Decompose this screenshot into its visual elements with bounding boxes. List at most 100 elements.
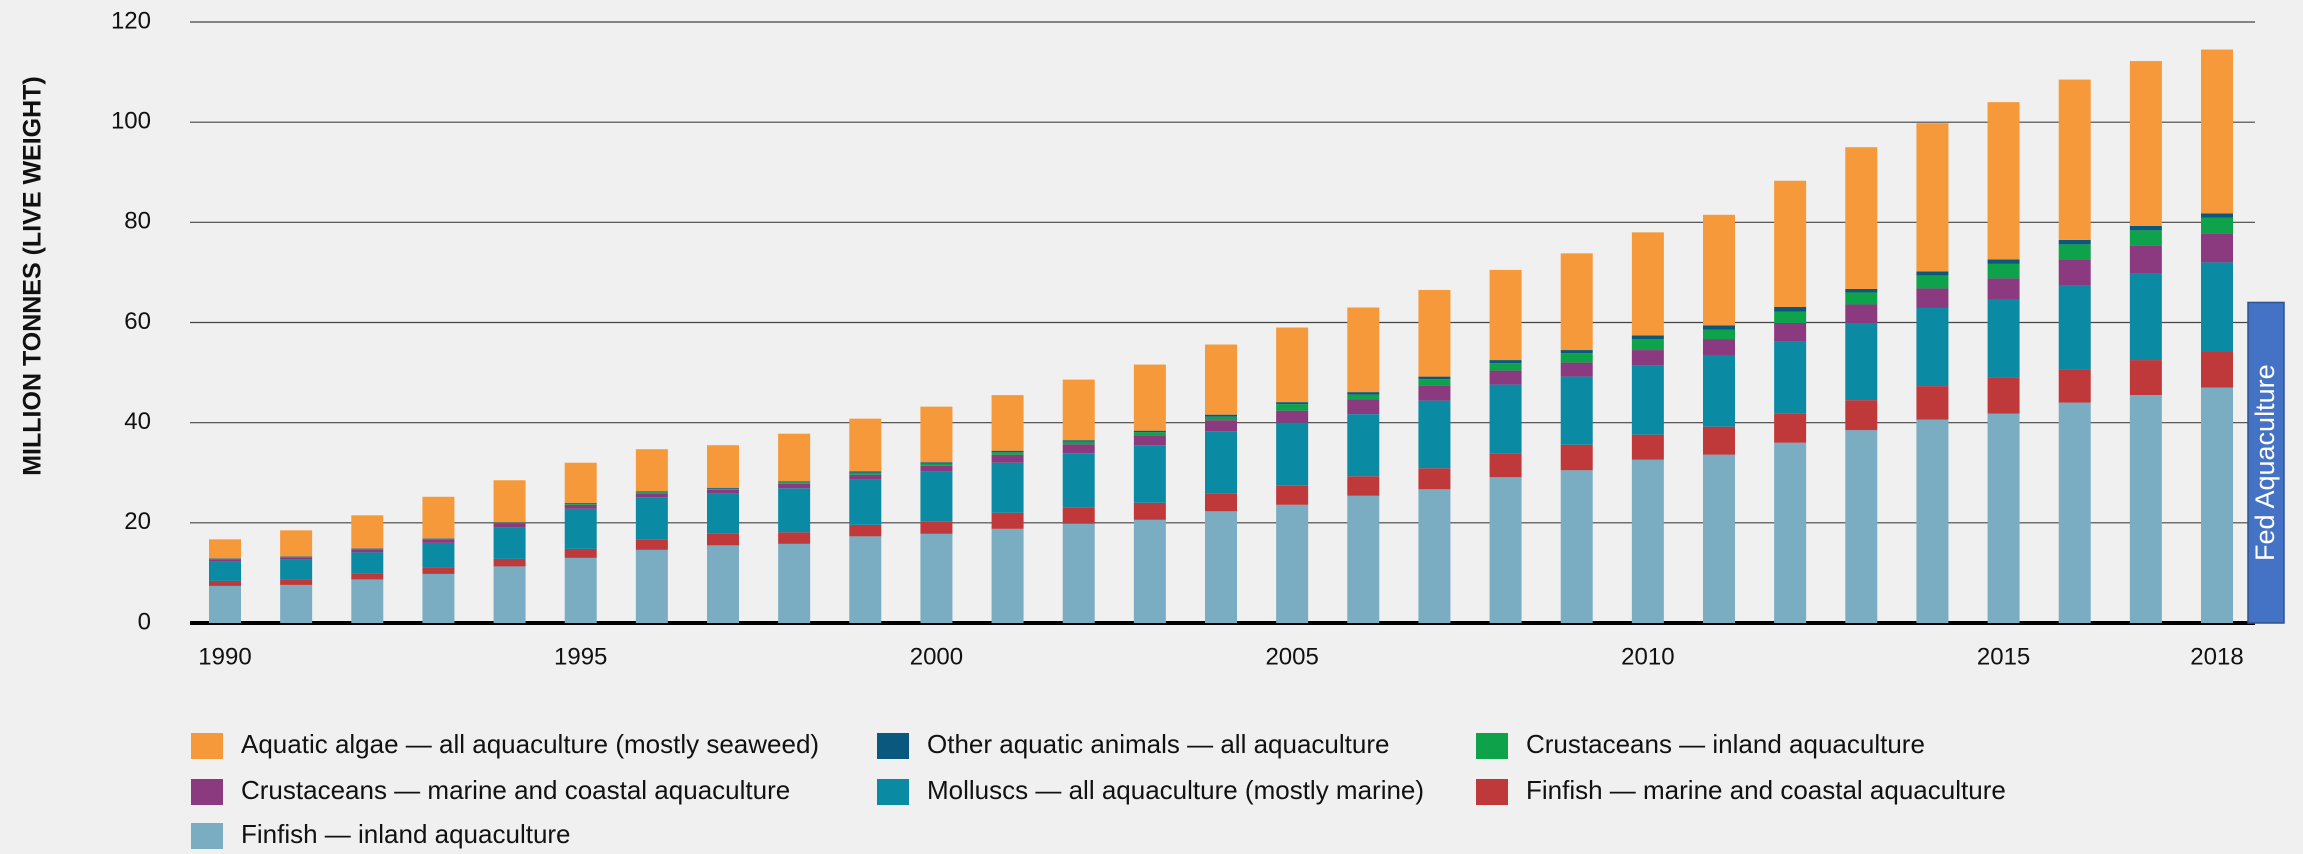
bar-segment	[1560, 253, 1593, 351]
bar-segment	[493, 527, 526, 559]
bar-segment	[920, 463, 953, 466]
x-tick-label: 2018	[2190, 643, 2243, 670]
bar-segment	[1347, 495, 1380, 623]
y-tick-label: 120	[111, 7, 151, 34]
bar-segment	[991, 395, 1024, 451]
bar-segment	[1276, 504, 1309, 623]
x-tick-label: 2010	[1621, 643, 1674, 670]
bar-segment	[707, 533, 739, 546]
bar-segment	[1987, 299, 2020, 378]
bar-segment	[1703, 355, 1735, 427]
bar-segment	[1347, 476, 1380, 496]
bar-segment	[1205, 414, 1237, 417]
legend-label: Other aquatic animals — all aquaculture	[927, 729, 1389, 759]
legend-swatch	[191, 779, 223, 805]
annotation-text: Fed Aquaculture	[2250, 364, 2280, 561]
bar-segment	[2129, 273, 2162, 361]
bar-segment	[1703, 426, 1735, 455]
bar-segment	[1489, 384, 1522, 454]
bar-segment	[209, 561, 241, 581]
bar-segment	[1987, 377, 2020, 414]
bar-segment	[1631, 459, 1664, 623]
bar-segment	[2129, 230, 2162, 246]
bar-segment	[849, 471, 882, 473]
bar-segment	[707, 487, 739, 489]
bar-segment	[778, 483, 811, 489]
bar-segment	[1560, 353, 1593, 363]
bar-segment	[1205, 344, 1237, 415]
bar-segment	[1347, 399, 1380, 415]
bar-segment	[1774, 341, 1807, 414]
bar-segment	[422, 573, 455, 623]
bar-segment	[280, 559, 313, 580]
bar-segment	[1205, 431, 1237, 494]
legend-label: Molluscs — all aquaculture (mostly marin…	[927, 775, 1424, 805]
bar-segment	[635, 549, 668, 623]
bar-segment	[1418, 376, 1451, 380]
bar-segment	[1133, 502, 1166, 520]
bar-segment	[1276, 404, 1309, 411]
bar-segment	[1774, 306, 1807, 312]
bar-segment	[2058, 239, 2091, 245]
bar-segment	[2201, 262, 2233, 352]
bar-segment	[1418, 468, 1451, 490]
x-tick-label: 1990	[198, 643, 251, 670]
bar-segment	[778, 481, 811, 483]
bar-segment	[920, 406, 953, 463]
bar-segment	[1631, 232, 1664, 336]
bar-segment	[849, 524, 882, 537]
bar-segment	[635, 497, 668, 540]
bar-segment	[2129, 395, 2162, 623]
bar-segment	[493, 522, 526, 523]
bar-segment	[493, 523, 526, 528]
bar-segment	[991, 452, 1024, 455]
bar-segment	[1133, 430, 1166, 433]
bar-segment	[2058, 79, 2091, 240]
bar-segment	[707, 489, 739, 494]
legend-swatch	[191, 733, 223, 759]
bar-segment	[422, 538, 455, 539]
bar-segment	[1347, 414, 1380, 477]
bar-segment	[1347, 394, 1380, 400]
bar-segment	[778, 543, 811, 623]
bar-segment	[1703, 329, 1735, 340]
bar-segment	[280, 556, 313, 558]
bar-segment	[209, 539, 241, 559]
bar-segment	[280, 557, 313, 560]
bar-segment	[1845, 288, 1878, 293]
bar-segment	[351, 549, 384, 553]
bar-segment	[1916, 288, 1949, 308]
bar-segment	[1489, 269, 1522, 361]
bar-segment	[1774, 311, 1807, 324]
bar-segment	[2058, 285, 2091, 370]
bar-segment	[778, 433, 811, 482]
bar-segment	[564, 548, 597, 558]
bar-segment	[280, 530, 313, 557]
bar-segment	[1133, 445, 1166, 503]
bar-segment	[1205, 416, 1237, 421]
bar-segment	[1774, 323, 1807, 342]
bar-segment	[351, 552, 384, 574]
bar-segment	[849, 472, 882, 475]
bar-segment	[1489, 370, 1522, 385]
bar-segment	[1631, 434, 1664, 460]
bar-segment	[1062, 444, 1095, 454]
bar-segment	[920, 465, 953, 472]
bar-segment	[1845, 430, 1878, 623]
bar-segment	[1418, 289, 1451, 377]
bar-segment	[1987, 413, 2020, 623]
bar-segment	[1774, 180, 1807, 307]
bar-segment	[1774, 442, 1807, 623]
bar-segment	[1062, 440, 1095, 442]
legend-label: Crustaceans — marine and coastal aquacul…	[241, 775, 790, 805]
bar-segment	[422, 542, 455, 568]
bar-segment	[1489, 360, 1522, 364]
bar-segment	[1916, 419, 1949, 623]
bar-segment	[1845, 147, 1878, 289]
bar-segment	[707, 493, 739, 534]
bar-segment	[1489, 363, 1522, 371]
bar-segment	[1631, 350, 1664, 366]
bar-segment	[2129, 245, 2162, 274]
bar-segment	[1703, 339, 1735, 356]
bar-segment	[1133, 432, 1166, 436]
